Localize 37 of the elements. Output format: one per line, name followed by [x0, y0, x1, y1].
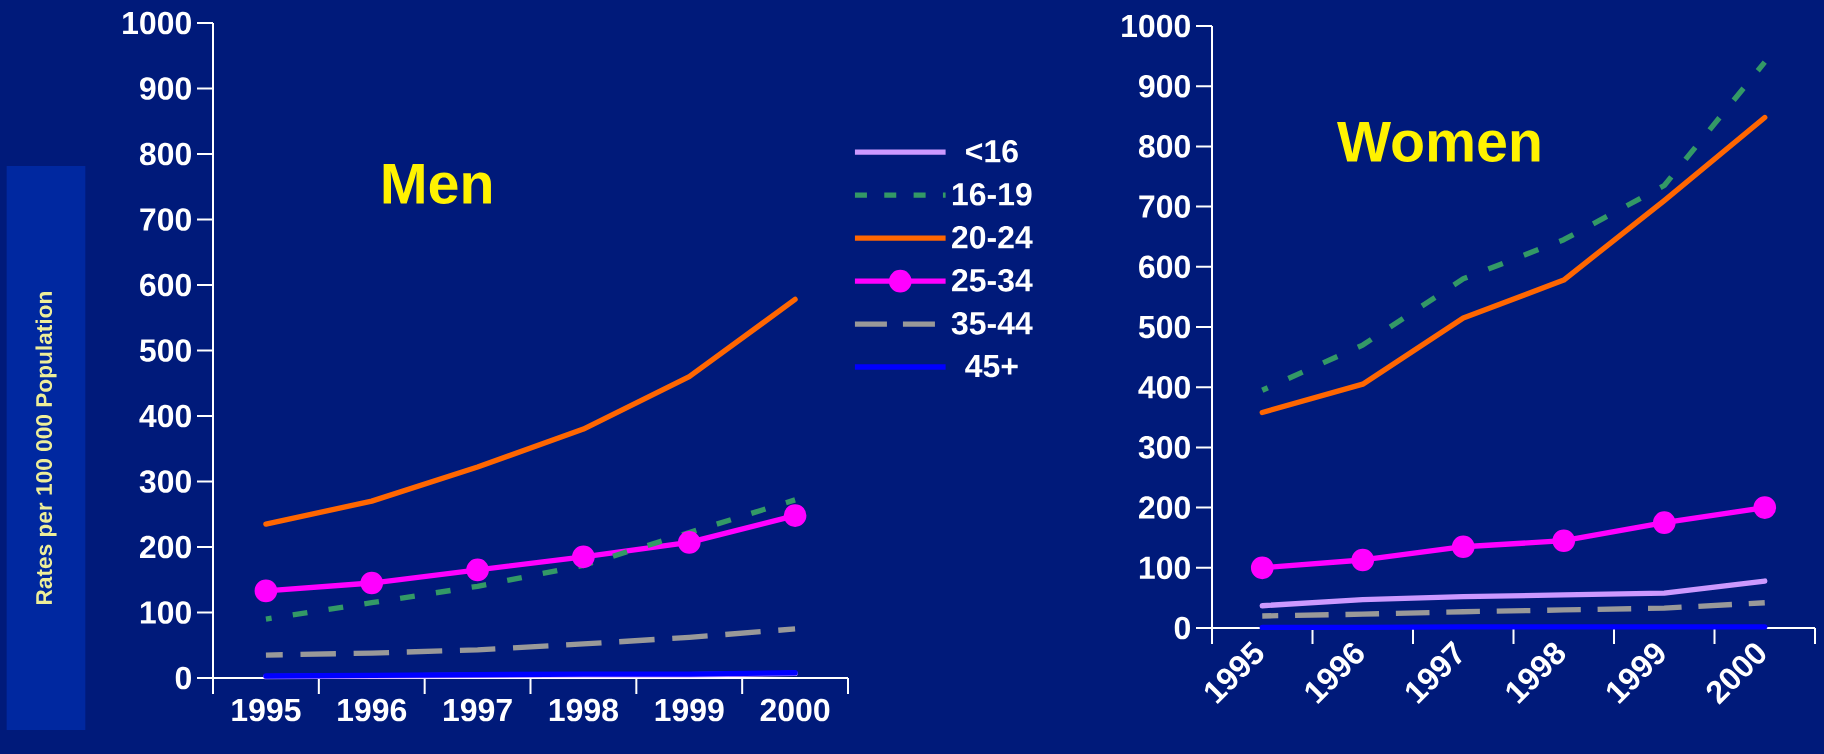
y-tick-label: 100 — [1139, 556, 1190, 580]
y-tick-label: 500 — [1138, 315, 1190, 339]
text: Women — [1337, 122, 1540, 163]
legend-label: 16-19 — [952, 182, 1032, 206]
legend-label: <16 — [966, 139, 1018, 163]
y-tick-label: 400 — [139, 404, 191, 428]
x-tick-label: 1997 — [444, 698, 512, 722]
y-tick-label: 600 — [140, 273, 191, 297]
y-tick-label: 700 — [1139, 195, 1190, 218]
y-tick-label: 600 — [1139, 255, 1190, 279]
x-tick-label: 2000 — [760, 698, 830, 722]
y-tick-label: 300 — [1138, 436, 1190, 459]
y-tick-label: 400 — [1138, 375, 1190, 399]
y-tick-label: 200 — [140, 535, 191, 559]
y-tick-label: 700 — [140, 208, 191, 231]
y-tick-label: 100 — [140, 601, 191, 624]
y-tick-label: 900 — [140, 77, 191, 100]
y-tick-label: 300 — [139, 470, 191, 493]
x-tick-label: 1999 — [655, 698, 724, 722]
y-axis-title: Rates per 100 000 Population — [35, 292, 57, 605]
y-tick-label: 800 — [1138, 135, 1190, 158]
x-tick-label: 1996 — [338, 698, 407, 722]
y-tick-label: 200 — [1139, 496, 1190, 519]
y-tick-label: 0 — [175, 666, 191, 690]
text: Men — [383, 163, 491, 204]
legend-label: 20-24 — [952, 225, 1033, 249]
legend-label: 25-34 — [952, 268, 1033, 292]
x-tick-label: 1995 — [232, 698, 301, 722]
y-tick-label: 0 — [1174, 616, 1190, 640]
legend-label: 45+ — [965, 355, 1018, 378]
y-tick-label: 900 — [1139, 74, 1190, 98]
y-tick-label: 1000 — [1122, 14, 1190, 38]
y-tick-label: 800 — [139, 142, 191, 166]
x-tick-label: 1998 — [549, 698, 619, 722]
y-tick-label: 500 — [139, 339, 191, 362]
y-tick-label: 1000 — [123, 11, 191, 35]
legend-label: 35-44 — [951, 312, 1033, 335]
